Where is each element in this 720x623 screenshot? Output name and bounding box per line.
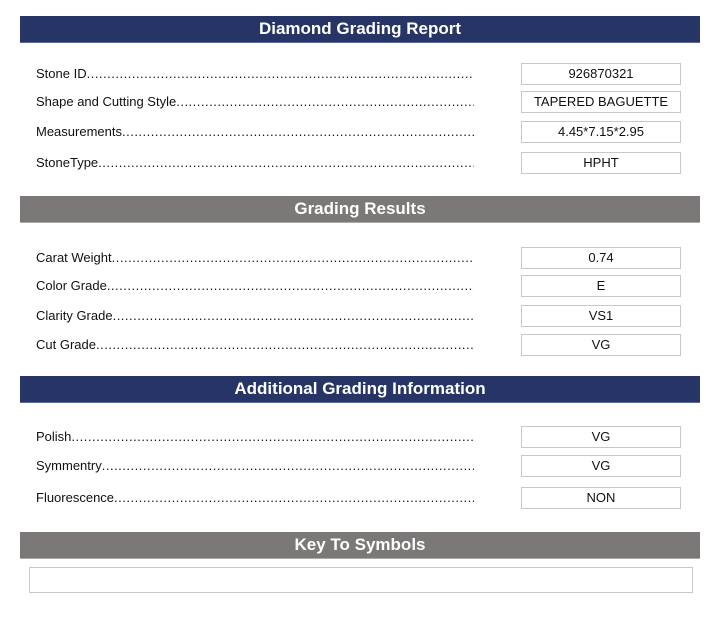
field-label: StoneType...............................…	[36, 155, 474, 170]
field-value: VS1	[521, 305, 681, 327]
section-header-additional: Additional Grading Information	[20, 376, 700, 403]
section-header-results: Grading Results	[20, 196, 700, 223]
field-value: 4.45*7.15*2.95	[521, 121, 681, 143]
field-value: NON	[521, 487, 681, 509]
field-value: E	[521, 275, 681, 297]
field-value: VG	[521, 455, 681, 477]
section-header-key: Key To Symbols	[20, 532, 700, 559]
field-label: Cut Grade...............................…	[36, 337, 474, 352]
field-row: Shape and Cutting Style.................…	[36, 91, 686, 113]
field-row: Cut Grade...............................…	[36, 334, 686, 356]
field-row: Stone ID................................…	[36, 63, 686, 85]
field-row: Fluorescence............................…	[36, 487, 686, 509]
field-value: 0.74	[521, 247, 681, 269]
section-header-report: Diamond Grading Report	[20, 16, 700, 43]
field-label: Symmentry...............................…	[36, 458, 474, 473]
field-value: VG	[521, 334, 681, 356]
field-row: Measurements............................…	[36, 121, 686, 143]
field-label: Color Grade.............................…	[36, 278, 474, 293]
field-row: Polish..................................…	[36, 426, 686, 448]
field-row: StoneType...............................…	[36, 152, 686, 174]
field-row: Color Grade.............................…	[36, 275, 686, 297]
field-value: HPHT	[521, 152, 681, 174]
field-label: Measurements............................…	[36, 124, 474, 139]
field-row: Symmentry...............................…	[36, 455, 686, 477]
field-row: Clarity Grade...........................…	[36, 305, 686, 327]
field-label: Fluorescence............................…	[36, 490, 474, 505]
field-label: Stone ID................................…	[36, 66, 474, 81]
field-value: VG	[521, 426, 681, 448]
key-to-symbols-box	[29, 567, 693, 593]
field-value: 926870321	[521, 63, 681, 85]
field-label: Polish..................................…	[36, 429, 474, 444]
field-row: Carat Weight............................…	[36, 247, 686, 269]
field-label: Shape and Cutting Style.................…	[36, 94, 474, 109]
field-label: Clarity Grade...........................…	[36, 308, 474, 323]
field-value: TAPERED BAGUETTE	[521, 91, 681, 113]
field-label: Carat Weight............................…	[36, 250, 474, 265]
